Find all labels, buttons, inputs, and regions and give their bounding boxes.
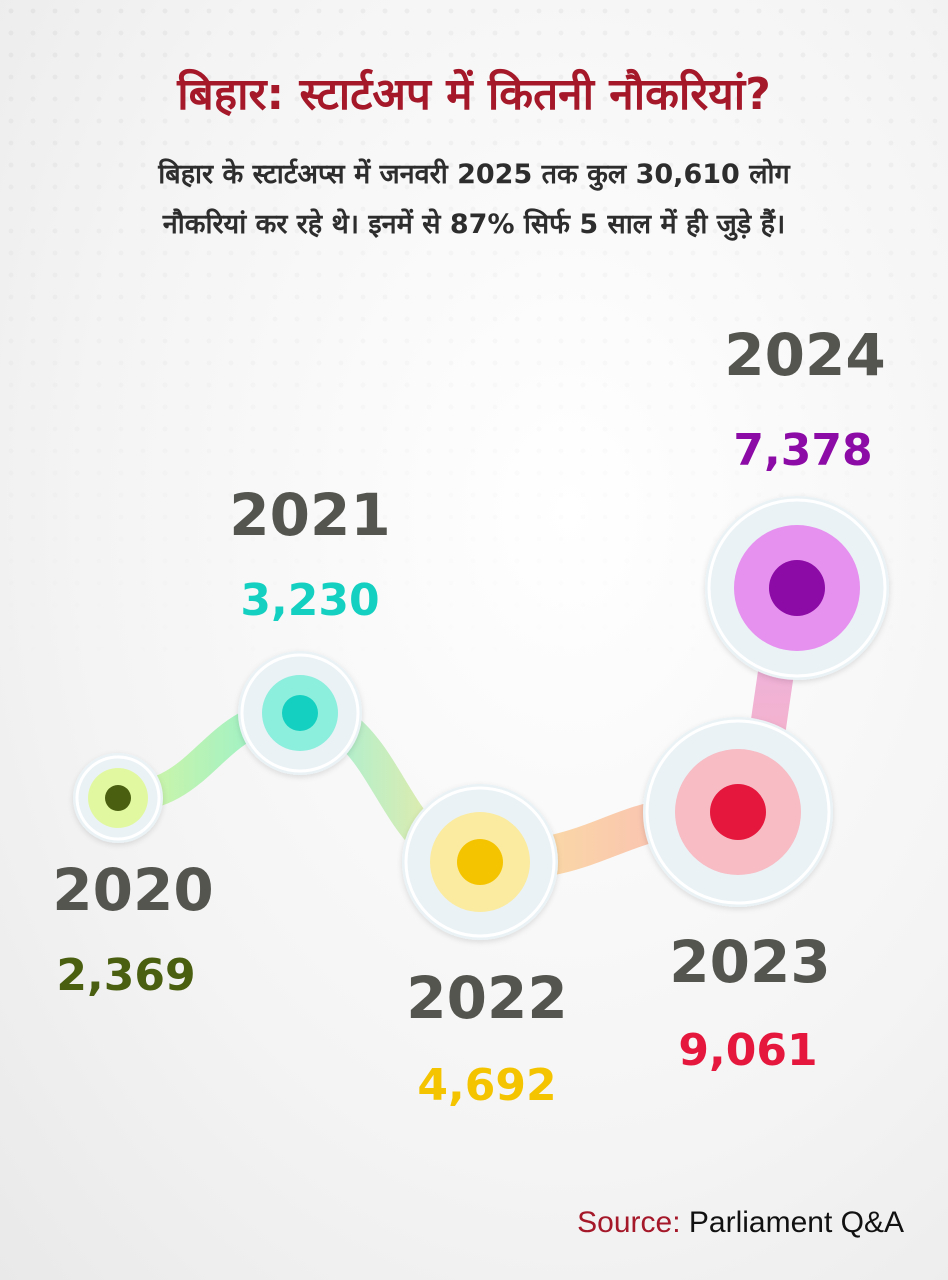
source-note: Source: Parliament Q&A	[577, 1206, 904, 1240]
year-label-2020: 2020	[52, 856, 213, 924]
data-point-2021	[282, 695, 318, 731]
node-2023	[643, 717, 833, 907]
value-label-2021: 3,230	[240, 575, 379, 626]
year-label-2022: 2022	[406, 964, 567, 1032]
source-value: Parliament Q&A	[688, 1206, 904, 1239]
subtitle-line-1: बिहार के स्टार्टअप्स में जनवरी 2025 तक क…	[158, 159, 790, 190]
chart-title: बिहार: स्टार्टअप में कितनी नौकरियां?	[177, 69, 771, 120]
node-2021	[238, 651, 362, 775]
node-rim-2024	[707, 498, 887, 678]
year-label-2021: 2021	[229, 481, 390, 549]
chart-subtitle: बिहार के स्टार्टअप्स में जनवरी 2025 तक क…	[40, 150, 908, 250]
value-label-2023: 9,061	[678, 1025, 817, 1076]
value-label-2020: 2,369	[56, 950, 195, 1001]
data-point-2020	[105, 785, 131, 811]
value-label-2024: 7,378	[733, 425, 872, 476]
node-2022	[402, 784, 558, 940]
year-label-2024: 2024	[724, 321, 885, 389]
node-rim-2023	[645, 719, 831, 905]
node-rim-2022	[404, 786, 556, 938]
data-point-2022	[457, 839, 503, 885]
node-2020	[73, 753, 163, 843]
source-label: Source:	[577, 1206, 681, 1239]
value-label-2022: 4,692	[417, 1060, 556, 1111]
data-point-2024	[769, 560, 825, 616]
year-label-2023: 2023	[669, 928, 830, 996]
node-rim-2020	[75, 755, 161, 841]
node-rim-2021	[240, 653, 360, 773]
node-2024	[705, 496, 889, 680]
subtitle-line-2: नौकरियां कर रहे थे। इनमें से 87% सिर्फ 5…	[162, 209, 786, 240]
data-point-2023	[710, 784, 766, 840]
